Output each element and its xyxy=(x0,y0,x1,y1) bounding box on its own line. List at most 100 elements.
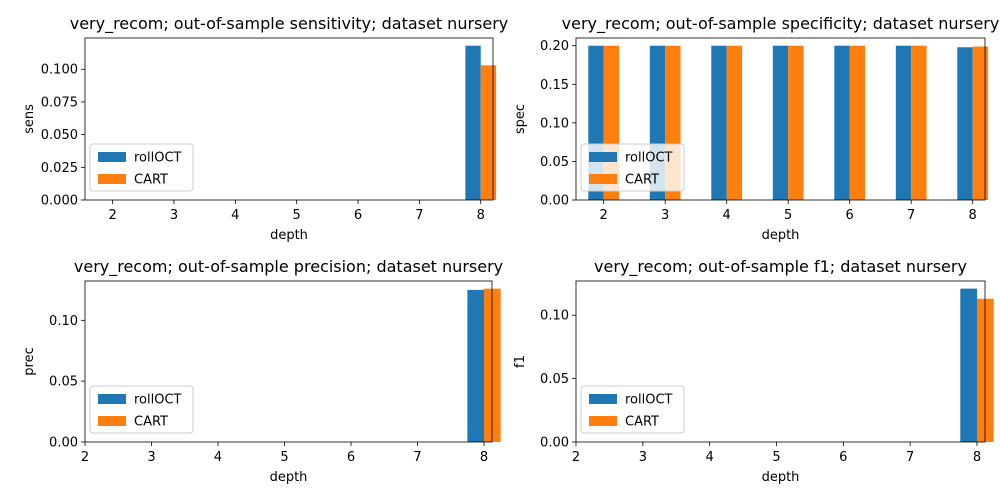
subplot-3: 2 3 4 5 6 7 8 0.00 0.05 0.10 very_recom; out-of-sa… xyxy=(22,257,503,485)
legend-label-rollOCT: rollOCT xyxy=(625,151,673,166)
bar-CART-5 xyxy=(788,45,804,200)
bar-CART-8 xyxy=(972,46,989,200)
legend-label-CART: CART xyxy=(134,173,168,188)
y-tick-label: 0.15 xyxy=(540,78,569,93)
legend-swatch-CART xyxy=(589,416,617,426)
chart-title: very_recom; out-of-sample precision; dat… xyxy=(74,257,503,277)
subplot-4: 2 3 4 5 6 7 8 0.00 0.05 0.10 very_recom; out-of-sa… xyxy=(513,257,994,485)
y-tick-label: 0.20 xyxy=(540,39,569,54)
x-tick-label: 2 xyxy=(108,208,116,223)
x-tick-label: 4 xyxy=(231,208,239,223)
legend: rollOCT CART xyxy=(89,385,194,434)
y-tick-label: 0.05 xyxy=(540,372,569,387)
y-tick-label: 0.100 xyxy=(41,63,78,78)
y-axis-label: prec xyxy=(22,347,37,375)
bar-rollOCT-8 xyxy=(465,45,481,200)
y-tick-label: 0.10 xyxy=(540,116,569,131)
bar-rollOCT-4 xyxy=(711,45,727,200)
y-tick-label: 0.00 xyxy=(540,194,569,209)
bar-rollOCT-5 xyxy=(772,45,789,200)
x-tick-label: 7 xyxy=(907,208,915,223)
legend-swatch-CART xyxy=(589,174,617,184)
legend-label-CART: CART xyxy=(134,415,168,430)
legend-swatch-CART xyxy=(98,416,126,426)
x-tick-label: 3 xyxy=(661,208,669,223)
x-tick-label: 3 xyxy=(639,450,647,465)
x-tick-label: 2 xyxy=(81,450,89,465)
y-tick-label: 0.000 xyxy=(41,194,78,209)
x-tick-label: 7 xyxy=(415,208,423,223)
x-axis-label: depth xyxy=(762,228,800,243)
y-tick-label: 0.050 xyxy=(41,128,78,143)
legend: rollOCT CART xyxy=(580,385,685,434)
x-tick-label: 7 xyxy=(906,450,914,465)
bar-rollOCT-8 xyxy=(957,47,973,200)
y-tick-label: 0.025 xyxy=(41,161,78,176)
x-tick-label: 5 xyxy=(280,450,288,465)
x-tick-label: 3 xyxy=(147,450,155,465)
y-tick-label: 0.00 xyxy=(540,436,569,451)
bar-rollOCT-7 xyxy=(895,45,912,200)
x-tick-label: 2 xyxy=(600,208,608,223)
legend-swatch-rollOCT xyxy=(589,394,617,404)
legend-label-rollOCT: rollOCT xyxy=(625,393,673,408)
x-tick-label: 3 xyxy=(170,208,178,223)
legend-swatch-rollOCT xyxy=(589,152,617,162)
x-tick-label: 2 xyxy=(572,450,580,465)
legend-swatch-rollOCT xyxy=(98,152,126,162)
y-tick-label: 0.10 xyxy=(49,314,78,329)
y-axis-label: sens xyxy=(22,104,37,134)
y-tick-label: 0.075 xyxy=(41,95,78,110)
bar-rollOCT-8 xyxy=(960,288,977,442)
plot-frame xyxy=(84,37,494,201)
x-axis-label: depth xyxy=(762,470,800,485)
chart-title: very_recom; out-of-sample sensitivity; d… xyxy=(70,14,509,34)
x-tick-label: 8 xyxy=(973,450,981,465)
x-tick-label: 4 xyxy=(214,450,222,465)
x-axis-label: depth xyxy=(270,228,308,243)
bar-rollOCT-6 xyxy=(834,45,850,200)
legend-label-CART: CART xyxy=(625,173,659,188)
y-tick-label: 0.05 xyxy=(540,155,569,170)
x-tick-label: 8 xyxy=(477,208,485,223)
y-tick-label: 0.00 xyxy=(49,436,78,451)
x-tick-label: 4 xyxy=(706,450,714,465)
bar-CART-7 xyxy=(911,45,927,200)
chart-title: very_recom; out-of-sample f1; dataset nu… xyxy=(594,257,967,277)
legend-swatch-rollOCT xyxy=(98,394,126,404)
chart-title: very_recom; out-of-sample specificity; d… xyxy=(562,14,1000,34)
x-tick-label: 4 xyxy=(723,208,731,223)
bar-rollOCT-8 xyxy=(467,289,485,442)
x-axis-label: depth xyxy=(270,470,308,485)
x-tick-label: 6 xyxy=(347,450,355,465)
plot-frame xyxy=(575,280,986,443)
y-tick-label: 0.05 xyxy=(49,375,78,390)
plot-frame xyxy=(84,280,493,443)
subplot-1: 2 3 4 5 6 7 8 0.000 0.025 0.050 0.075 0.100 very_rec… xyxy=(22,14,508,243)
y-tick-label: 0.10 xyxy=(540,309,569,324)
legend-label-CART: CART xyxy=(625,415,659,430)
plot-frame xyxy=(575,37,986,201)
bar-CART-8 xyxy=(480,65,497,200)
x-tick-label: 8 xyxy=(480,450,488,465)
x-tick-label: 8 xyxy=(969,208,977,223)
legend-label-rollOCT: rollOCT xyxy=(134,151,182,166)
x-tick-label: 6 xyxy=(846,208,854,223)
x-tick-label: 5 xyxy=(293,208,301,223)
subplot-2: 2 3 4 5 6 7 8 0.00 0.05 0.10 0.15 0.20 very_recom; o… xyxy=(513,14,999,243)
x-tick-label: 6 xyxy=(354,208,362,223)
y-axis-label: spec xyxy=(513,104,528,134)
x-tick-label: 6 xyxy=(839,450,847,465)
bar-CART-4 xyxy=(726,45,743,200)
legend: rollOCT CART xyxy=(580,143,685,192)
x-tick-label: 7 xyxy=(413,450,421,465)
y-axis-label: f1 xyxy=(513,355,528,368)
x-tick-label: 5 xyxy=(772,450,780,465)
x-tick-label: 5 xyxy=(784,208,792,223)
legend: rollOCT CART xyxy=(89,143,194,192)
legend-label-rollOCT: rollOCT xyxy=(134,393,182,408)
bar-CART-6 xyxy=(849,45,866,200)
legend-swatch-CART xyxy=(98,174,126,184)
